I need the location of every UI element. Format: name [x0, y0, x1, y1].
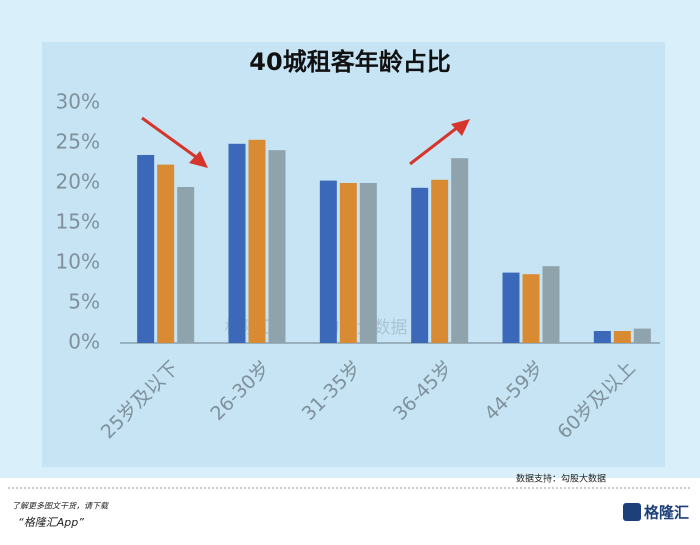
footer-app: “格隆汇App”	[18, 516, 84, 529]
y-tick-label: 0%	[68, 330, 100, 354]
bar	[593, 331, 611, 343]
logo-icon	[623, 503, 641, 521]
chart-title: 40城租客年龄占比	[249, 48, 450, 76]
bar	[157, 164, 175, 343]
bar	[339, 183, 357, 343]
y-tick-label: 25%	[56, 130, 100, 154]
y-tick-label: 30%	[56, 90, 100, 114]
source: 数据支持：勾股大数据	[516, 473, 606, 485]
bar	[228, 143, 246, 343]
bar	[319, 180, 337, 343]
bar	[431, 179, 449, 343]
bar	[633, 328, 651, 343]
bar	[522, 274, 540, 343]
bar	[359, 183, 377, 343]
bar	[268, 150, 286, 343]
bar	[248, 139, 266, 343]
footer-note: 了解更多图文干货，请下载	[12, 502, 109, 511]
y-tick-label: 5%	[68, 290, 100, 314]
bar	[411, 187, 429, 343]
bar	[451, 158, 469, 343]
bar	[177, 187, 195, 343]
y-tick-label: 15%	[56, 210, 100, 234]
arrow	[141, 116, 470, 168]
bar	[613, 331, 631, 343]
bar	[502, 272, 520, 343]
y-tick-label: 10%	[56, 250, 100, 274]
y-tick-label: 20%	[56, 170, 100, 194]
logo: 格隆汇	[644, 504, 689, 522]
bar	[137, 155, 155, 343]
bar	[542, 266, 560, 343]
